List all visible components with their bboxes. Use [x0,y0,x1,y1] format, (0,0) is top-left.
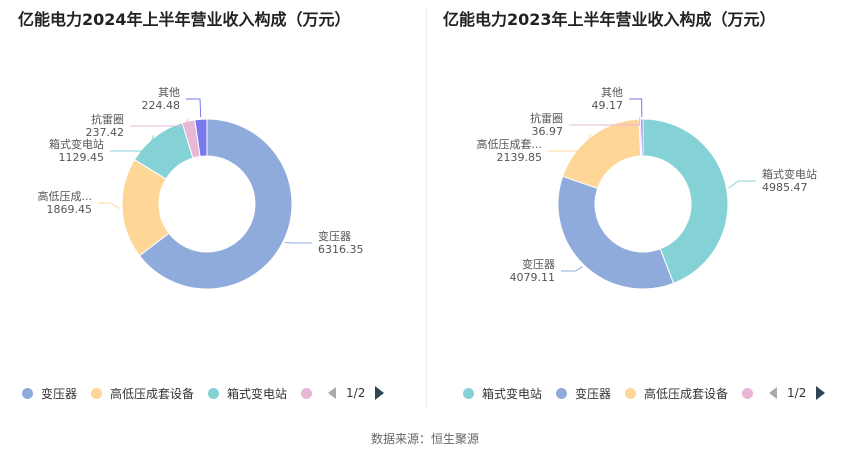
donut-chart-2024: 变压器6316.35高低压成...1869.45箱式变电站1129.45抗雷圈2… [38,86,364,290]
legend-item[interactable]: 箱式变电站 [463,385,542,402]
legend-page-indicator: 1/2 [787,386,807,400]
legend-item[interactable]: 变压器 [556,385,611,402]
legend-dot [301,387,313,399]
legend-2023: 箱式变电站 变压器 高低压成套设备 1/2 [463,384,826,402]
leader-line [110,135,155,152]
legend-dot [556,387,568,399]
pie-slice[interactable] [640,118,644,157]
leader-line [98,202,121,210]
legend-dot [22,387,33,399]
leader-line [629,98,643,118]
pie-slice[interactable] [194,118,208,158]
legend-label: 箱式变电站 [227,386,288,401]
leader-line [728,180,756,189]
panel-divider [426,8,427,408]
slice-name-label: 高低压成... [38,189,93,203]
leader-line [186,98,202,118]
legend-item[interactable]: 高低压成套设备 [625,385,728,402]
legend-dot [742,387,754,399]
legend-dot [91,387,103,399]
legend-pager: 1/2 [769,386,826,400]
next-page-icon[interactable] [816,386,826,400]
pie-slice[interactable] [562,118,642,189]
slice-name-label: 其他 [601,86,623,99]
slice-name-label: 箱式变电站 [762,167,817,181]
legend-page-indicator: 1/2 [346,386,366,400]
slice-name-label: 高低压成套... [477,137,543,151]
slice-value-label: 224.48 [142,99,181,112]
prev-page-icon[interactable] [769,387,778,399]
legend-pager: 1/2 [328,386,385,400]
slice-name-label: 箱式变电站 [49,137,104,151]
slice-name-label: 其他 [158,86,180,99]
pie-slice[interactable] [642,118,729,284]
leader-line [569,117,641,126]
legend-label: 高低压成套设备 [644,386,729,401]
legend-item[interactable] [742,387,757,399]
legend-dot [208,387,220,399]
chart-title-2024: 亿能电力2024年上半年营业收入构成（万元） [18,10,351,29]
legend-item[interactable]: 高低压成套设备 [91,385,194,402]
next-page-icon[interactable] [375,386,385,400]
slice-value-label: 237.42 [86,126,125,139]
legend-item[interactable]: 变压器 [22,385,77,402]
slice-name-label: 变压器 [522,257,555,271]
chart-panel-2024: 亿能电力2024年上半年营业收入构成（万元） 变压器 6316.35 高低压成...… [0,0,425,410]
legend-dot [463,387,474,399]
slice-value-label: 49.17 [592,99,624,112]
legend-item[interactable] [301,387,316,399]
chart-panel-2023: 亿能电力2023年上半年营业收入构成（万元） 箱式变电站 4985.47 变压器 40… [425,0,850,410]
legend-label: 高低压成套设备 [110,386,195,401]
slice-value-label: 2139.85 [497,151,543,164]
legend-label: 箱式变电站 [482,386,543,401]
chart-title-2023: 亿能电力2023年上半年营业收入构成（万元） [443,10,776,29]
leader-line [130,118,189,127]
legend-label: 变压器 [575,386,612,401]
legend-label: 变压器 [41,386,78,401]
legend-item[interactable]: 箱式变电站 [208,385,287,402]
slice-value-label: 4079.11 [510,271,556,284]
data-source: 数据来源：恒生聚源 [370,432,479,446]
pie-slice[interactable] [557,175,675,290]
slice-value-label: 1869.45 [47,203,93,216]
legend-dot [625,387,637,399]
slice-name-label: 抗雷圈 [530,111,563,125]
slice-value-label: 1129.45 [59,151,105,164]
legend-2024: 变压器 高低压成套设备 箱式变电站 1/2 [22,384,385,402]
slice-value-label: 4985.47 [762,181,808,194]
slice-value-label: 6316.35 [318,243,364,256]
prev-page-icon[interactable] [328,387,337,399]
slice-value-label: 36.97 [532,125,564,138]
slice-name-label: 抗雷圈 [91,112,124,126]
leader-line [561,266,583,272]
pie-slice[interactable] [138,118,293,290]
slice-name-label: 变压器 [318,229,351,243]
leader-line [548,134,592,152]
